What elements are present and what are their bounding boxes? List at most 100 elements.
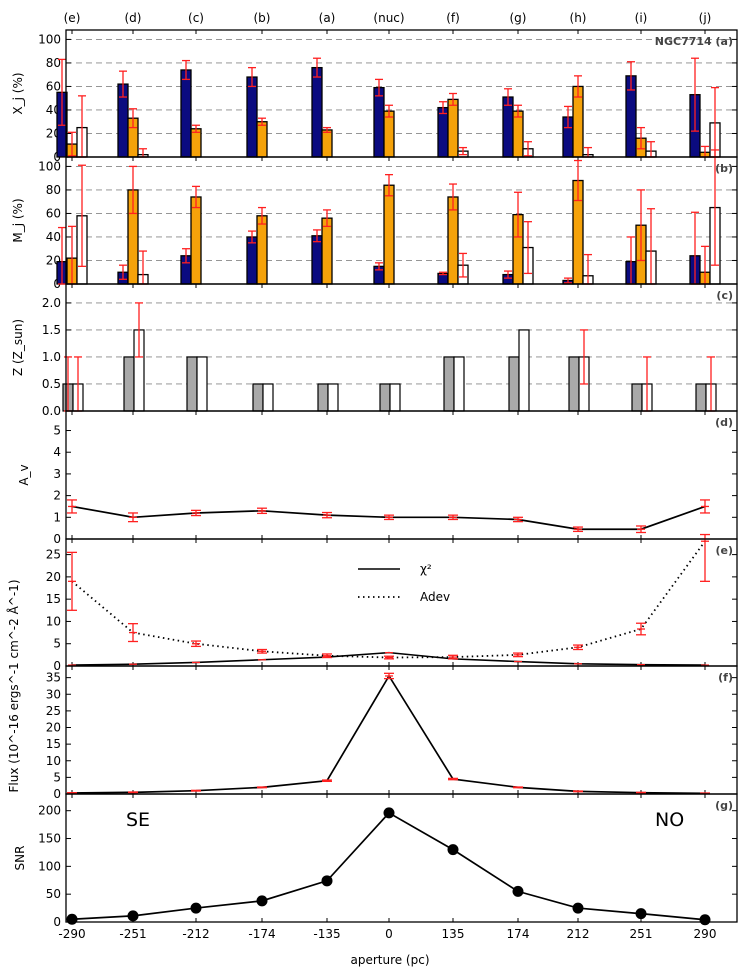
bar-intermediate <box>512 110 524 158</box>
bar-metal_young <box>695 383 707 412</box>
y-tick-label: 15 <box>46 592 61 606</box>
y-tick-label: 10 <box>46 614 61 628</box>
y-tick-label: 15 <box>46 737 61 751</box>
region-label: (e) <box>64 11 81 25</box>
bar-metal_young <box>631 383 643 412</box>
y-tick-label: 5 <box>53 770 61 784</box>
bar-young <box>311 66 323 158</box>
y-tick-label: 0 <box>53 659 61 673</box>
x-tick-label: 135 <box>442 927 465 941</box>
y-tick-label: 100 <box>38 859 61 873</box>
panel-b-label: (b) <box>715 162 733 175</box>
x-tick-label: 251 <box>630 927 653 941</box>
series-line <box>71 674 706 795</box>
x-tick-label: 174 <box>507 927 530 941</box>
y-tick-label: 100 <box>38 32 61 46</box>
x-tick-labels: -290 -251 -212 -174 -135 0 135 174 212 2… <box>58 927 716 941</box>
bar-young <box>373 86 385 158</box>
y-tick-label: 20 <box>46 570 61 584</box>
y-tick-label: 2 <box>53 489 61 503</box>
y-tick-label: 40 <box>46 230 61 244</box>
y-tick-label: 200 <box>38 804 61 818</box>
bar-young <box>502 96 514 158</box>
data-point <box>127 910 139 922</box>
y-tick-label: 60 <box>46 79 61 93</box>
region-label: (a) <box>319 11 336 25</box>
annotation-no: NO <box>655 809 684 831</box>
panel-e-legend: χ² Adev <box>358 562 450 604</box>
y-tick-label: 1.0 <box>42 350 61 364</box>
x-tick-label: 0 <box>385 927 393 941</box>
panel-d: 0 1 2 3 4 5 <box>53 410 738 546</box>
panel-g-label: (g) <box>715 799 733 812</box>
data-point <box>190 902 202 914</box>
data-point <box>321 875 333 887</box>
x-tick-label: 212 <box>567 927 590 941</box>
y-tick-label: 20 <box>46 721 61 735</box>
data-point <box>66 913 78 925</box>
panel-a-label: NGC7714 (a) <box>655 35 733 48</box>
region-label: (nuc) <box>373 11 404 25</box>
y-tick-label: 5 <box>53 637 61 651</box>
region-label: (j) <box>699 11 712 25</box>
y-tick-label: 30 <box>46 687 61 701</box>
bar-intermediate <box>447 98 459 158</box>
panel-g-ylabel: SNR <box>13 846 27 871</box>
series-line-adev <box>71 540 706 659</box>
panel-c-ylabel: Z (Z_sun) <box>11 319 25 376</box>
x-tick-label: 290 <box>694 927 717 941</box>
panel-frame <box>65 410 738 540</box>
y-tick-label: 0 <box>53 532 61 546</box>
bar-metal_old <box>262 383 274 412</box>
bar-intermediate <box>190 196 202 285</box>
y-tick-label: 1 <box>53 510 61 524</box>
region-labels: (e) (d) (c) (b) (a) (nuc) (f) (g) (h) (i… <box>64 11 712 25</box>
data-point <box>635 908 647 920</box>
y-tick-label: 0.0 <box>42 404 61 418</box>
data-point <box>512 885 524 897</box>
bar-metal_old <box>389 383 401 412</box>
panel-frame <box>65 793 738 923</box>
y-tick-label: 80 <box>46 183 61 197</box>
region-label: (h) <box>570 11 587 25</box>
y-tick-label: 3 <box>53 467 61 481</box>
panel-frame <box>65 538 738 667</box>
panel-f: 0 5 10 15 20 25 30 35 <box>46 665 738 801</box>
bar-metal_young <box>508 356 520 412</box>
y-tick-label: 2.0 <box>42 296 61 310</box>
bar-young <box>311 235 323 285</box>
region-label: (c) <box>188 11 204 25</box>
panel-b-ylabel: M_j (%) <box>11 198 25 242</box>
bar-metal_old <box>196 356 208 412</box>
x-tick-label: -212 <box>182 927 209 941</box>
panel-f-label: (f) <box>718 671 733 684</box>
x-axis-label: aperture (pc) <box>350 953 429 967</box>
bar-young <box>246 236 258 285</box>
y-tick-label: 25 <box>46 704 61 718</box>
panels-layer: 0204060801000204060801000.00.51.01.52.00… <box>38 29 738 929</box>
bar-young <box>180 69 192 158</box>
bar-metal_young <box>186 356 198 412</box>
panel-e: 0 5 10 15 20 25 <box>46 533 738 673</box>
bar-metal_young <box>252 383 264 412</box>
y-tick-label: 150 <box>38 832 61 846</box>
data-point <box>572 902 584 914</box>
legend-chi2-label: χ² <box>420 562 432 576</box>
bar-metal_old <box>453 356 465 412</box>
panel-f-ylabel: Flux (10^-16 ergs^-1 cm^-2 Å^-1) <box>6 579 21 792</box>
y-tick-label: 5 <box>53 424 61 438</box>
data-point <box>699 914 711 926</box>
bar-intermediate <box>190 128 202 158</box>
y-tick-label: 25 <box>46 548 61 562</box>
panel-c-label: (c) <box>716 289 733 302</box>
bar-metal_old <box>518 329 530 412</box>
y-tick-label: 35 <box>46 671 61 685</box>
panel-d-ylabel: A_v <box>17 464 31 485</box>
x-tick-label: -135 <box>313 927 340 941</box>
bar-intermediate <box>321 217 333 285</box>
data-point <box>256 895 268 907</box>
y-tick-label: 60 <box>46 206 61 220</box>
y-tick-label: 10 <box>46 754 61 768</box>
bar-metal_old <box>327 383 339 412</box>
